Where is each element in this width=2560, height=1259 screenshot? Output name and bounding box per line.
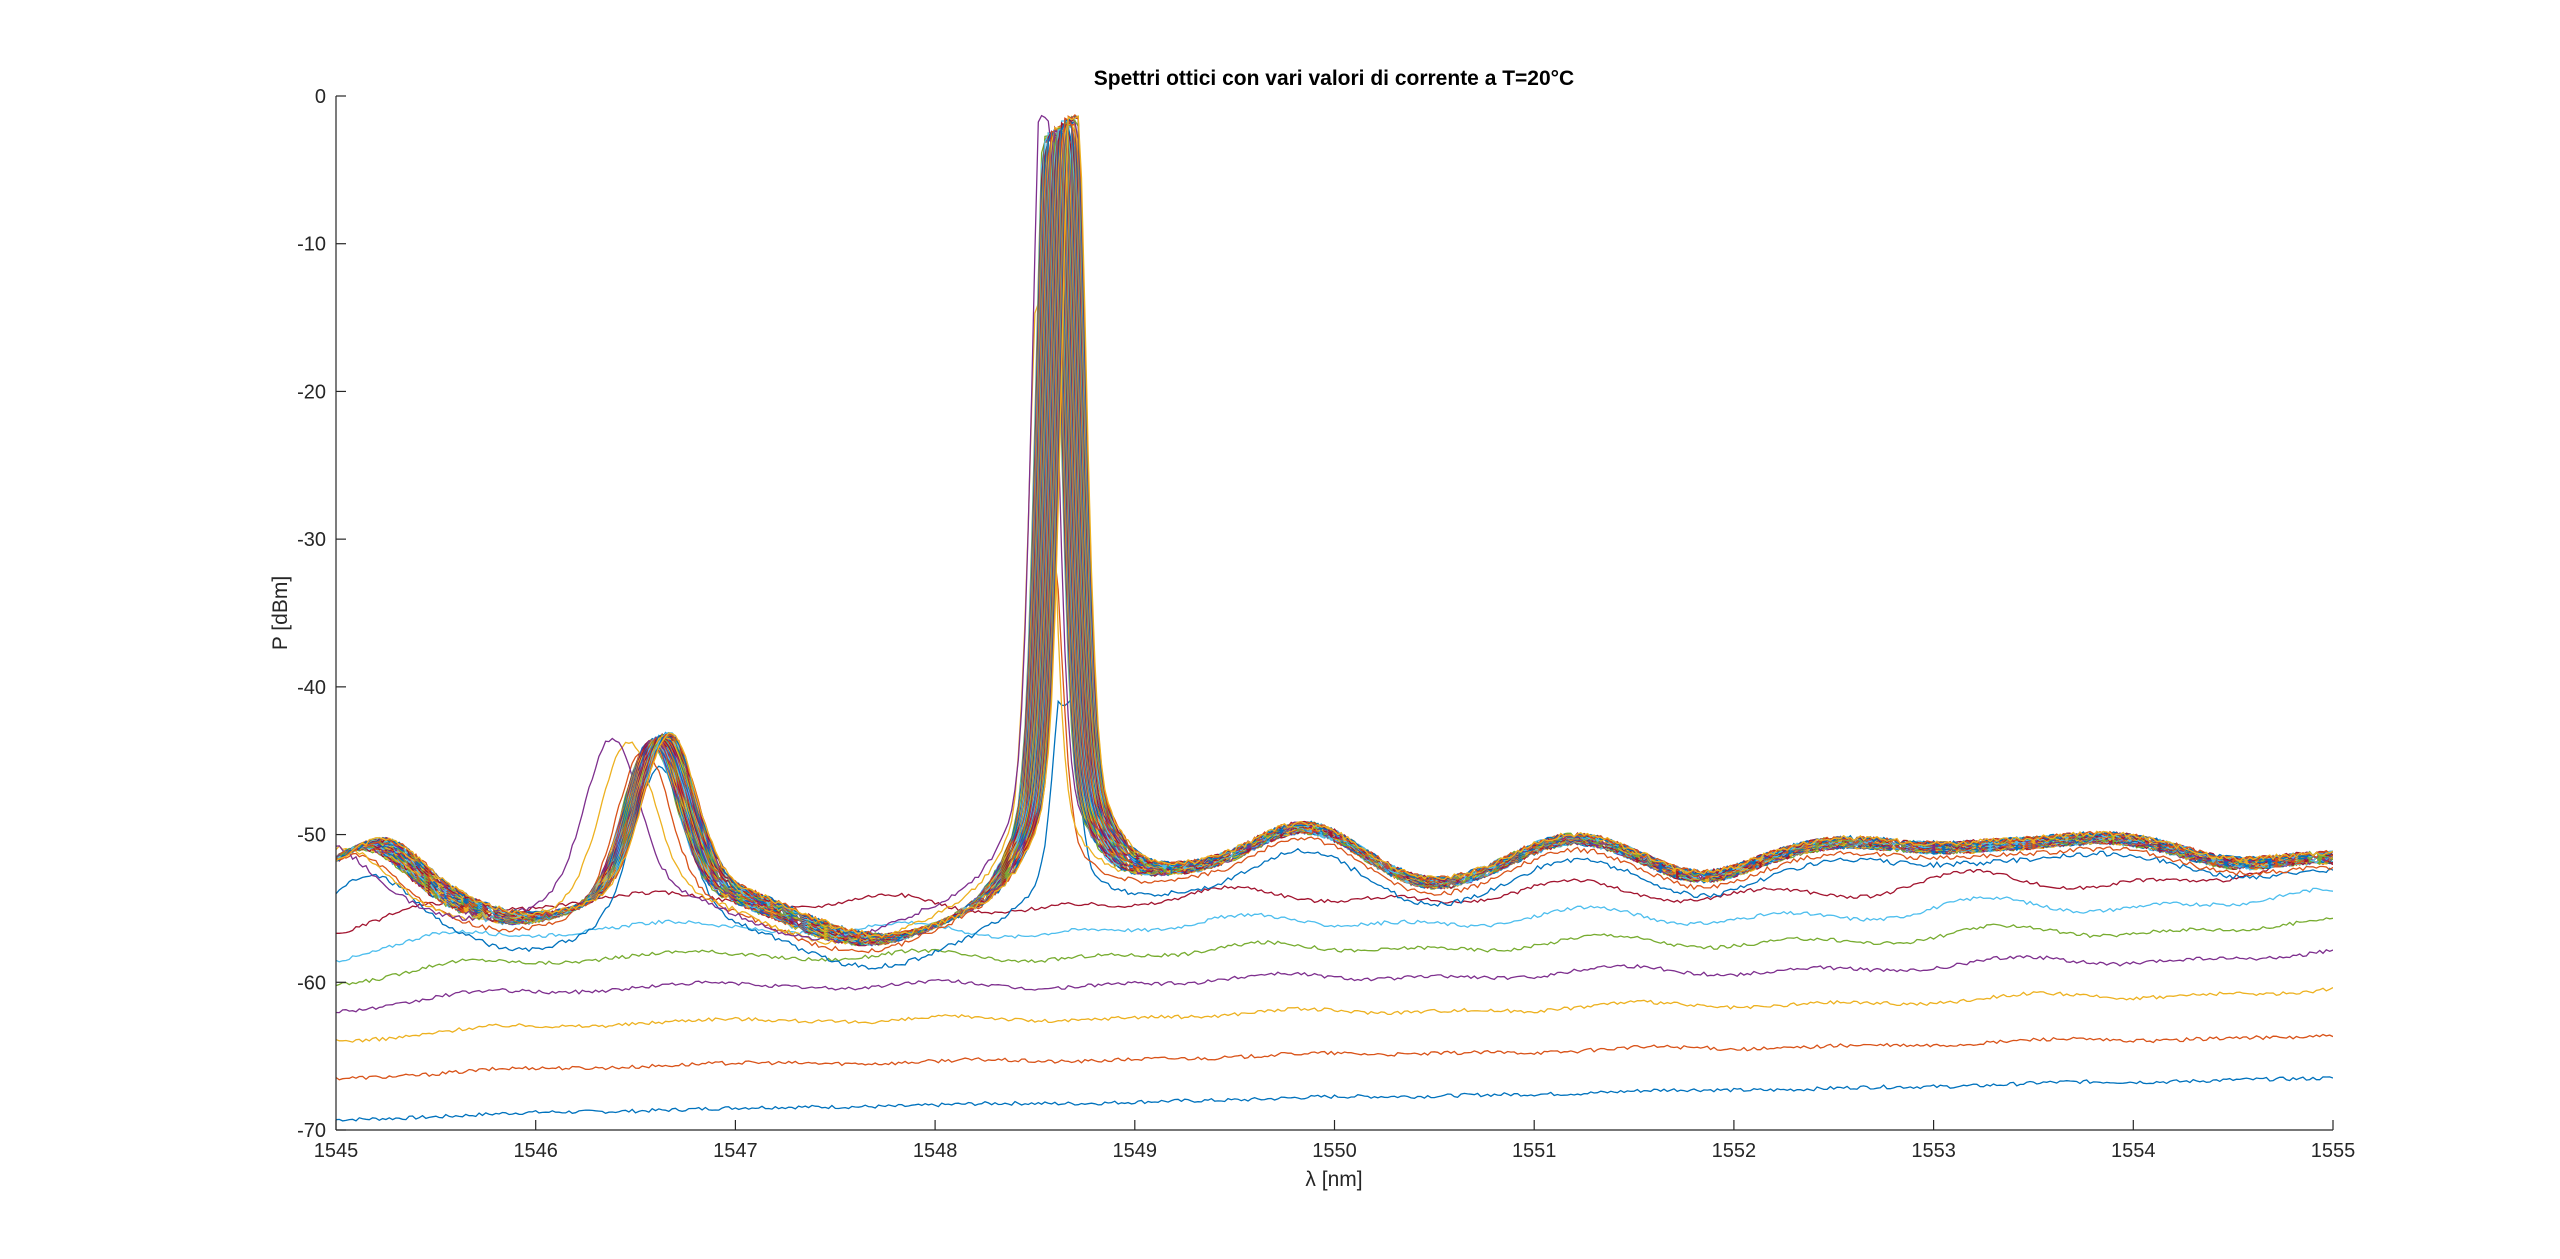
y-tick-label: -60: [297, 972, 326, 994]
y-axis-label: P [dBm]: [269, 576, 292, 650]
spectrum-series-line: [336, 115, 2333, 939]
y-ticks: 0 -10 -20 -30 -40 -50 -60 -70: [297, 86, 346, 1142]
x-tick-label: 1547: [713, 1140, 758, 1162]
y-tick-label: -40: [297, 677, 326, 699]
x-tick-label: 1553: [1911, 1140, 1956, 1162]
spectrum-series-line: [336, 1033, 2333, 1081]
x-tick-label: 1549: [1113, 1140, 1158, 1162]
spectrum-series-line: [336, 1076, 2333, 1122]
spectrum-series-line: [336, 917, 2333, 987]
spectrum-series-line: [336, 114, 2333, 938]
spectrum-series-line: [336, 949, 2333, 1014]
x-tick-label: 1545: [314, 1140, 359, 1162]
y-tick-label: -20: [297, 381, 326, 403]
x-tick-label: 1555: [2311, 1140, 2356, 1162]
spectrum-series-line: [336, 557, 2333, 954]
x-tick-label: 1550: [1312, 1140, 1357, 1162]
y-tick-label: -50: [297, 825, 326, 847]
x-tick-label: 1552: [1712, 1140, 1757, 1162]
y-tick-label: -30: [297, 529, 326, 551]
x-tick-label: 1548: [913, 1140, 958, 1162]
spectrum-series-line: [336, 860, 2333, 934]
series-layer: [336, 114, 2333, 1122]
y-tick-label: -10: [297, 234, 326, 256]
spectrum-series-line: [336, 887, 2333, 963]
x-axis-label: λ [nm]: [1305, 1168, 1362, 1191]
y-tick-label: 0: [315, 86, 326, 108]
y-tick-label: -70: [297, 1120, 326, 1142]
x-tick-label: 1546: [513, 1140, 558, 1162]
x-tick-label: 1554: [2111, 1140, 2156, 1162]
spectrum-series-line: [336, 987, 2333, 1043]
x-tick-label: 1551: [1512, 1140, 1557, 1162]
x-ticks: 1545 1546 1547 1548 1549 1550 1551 1552 1553 1554…: [314, 1120, 2356, 1162]
chart-title: Spettri ottici con vari valori di corren…: [1094, 67, 1574, 90]
